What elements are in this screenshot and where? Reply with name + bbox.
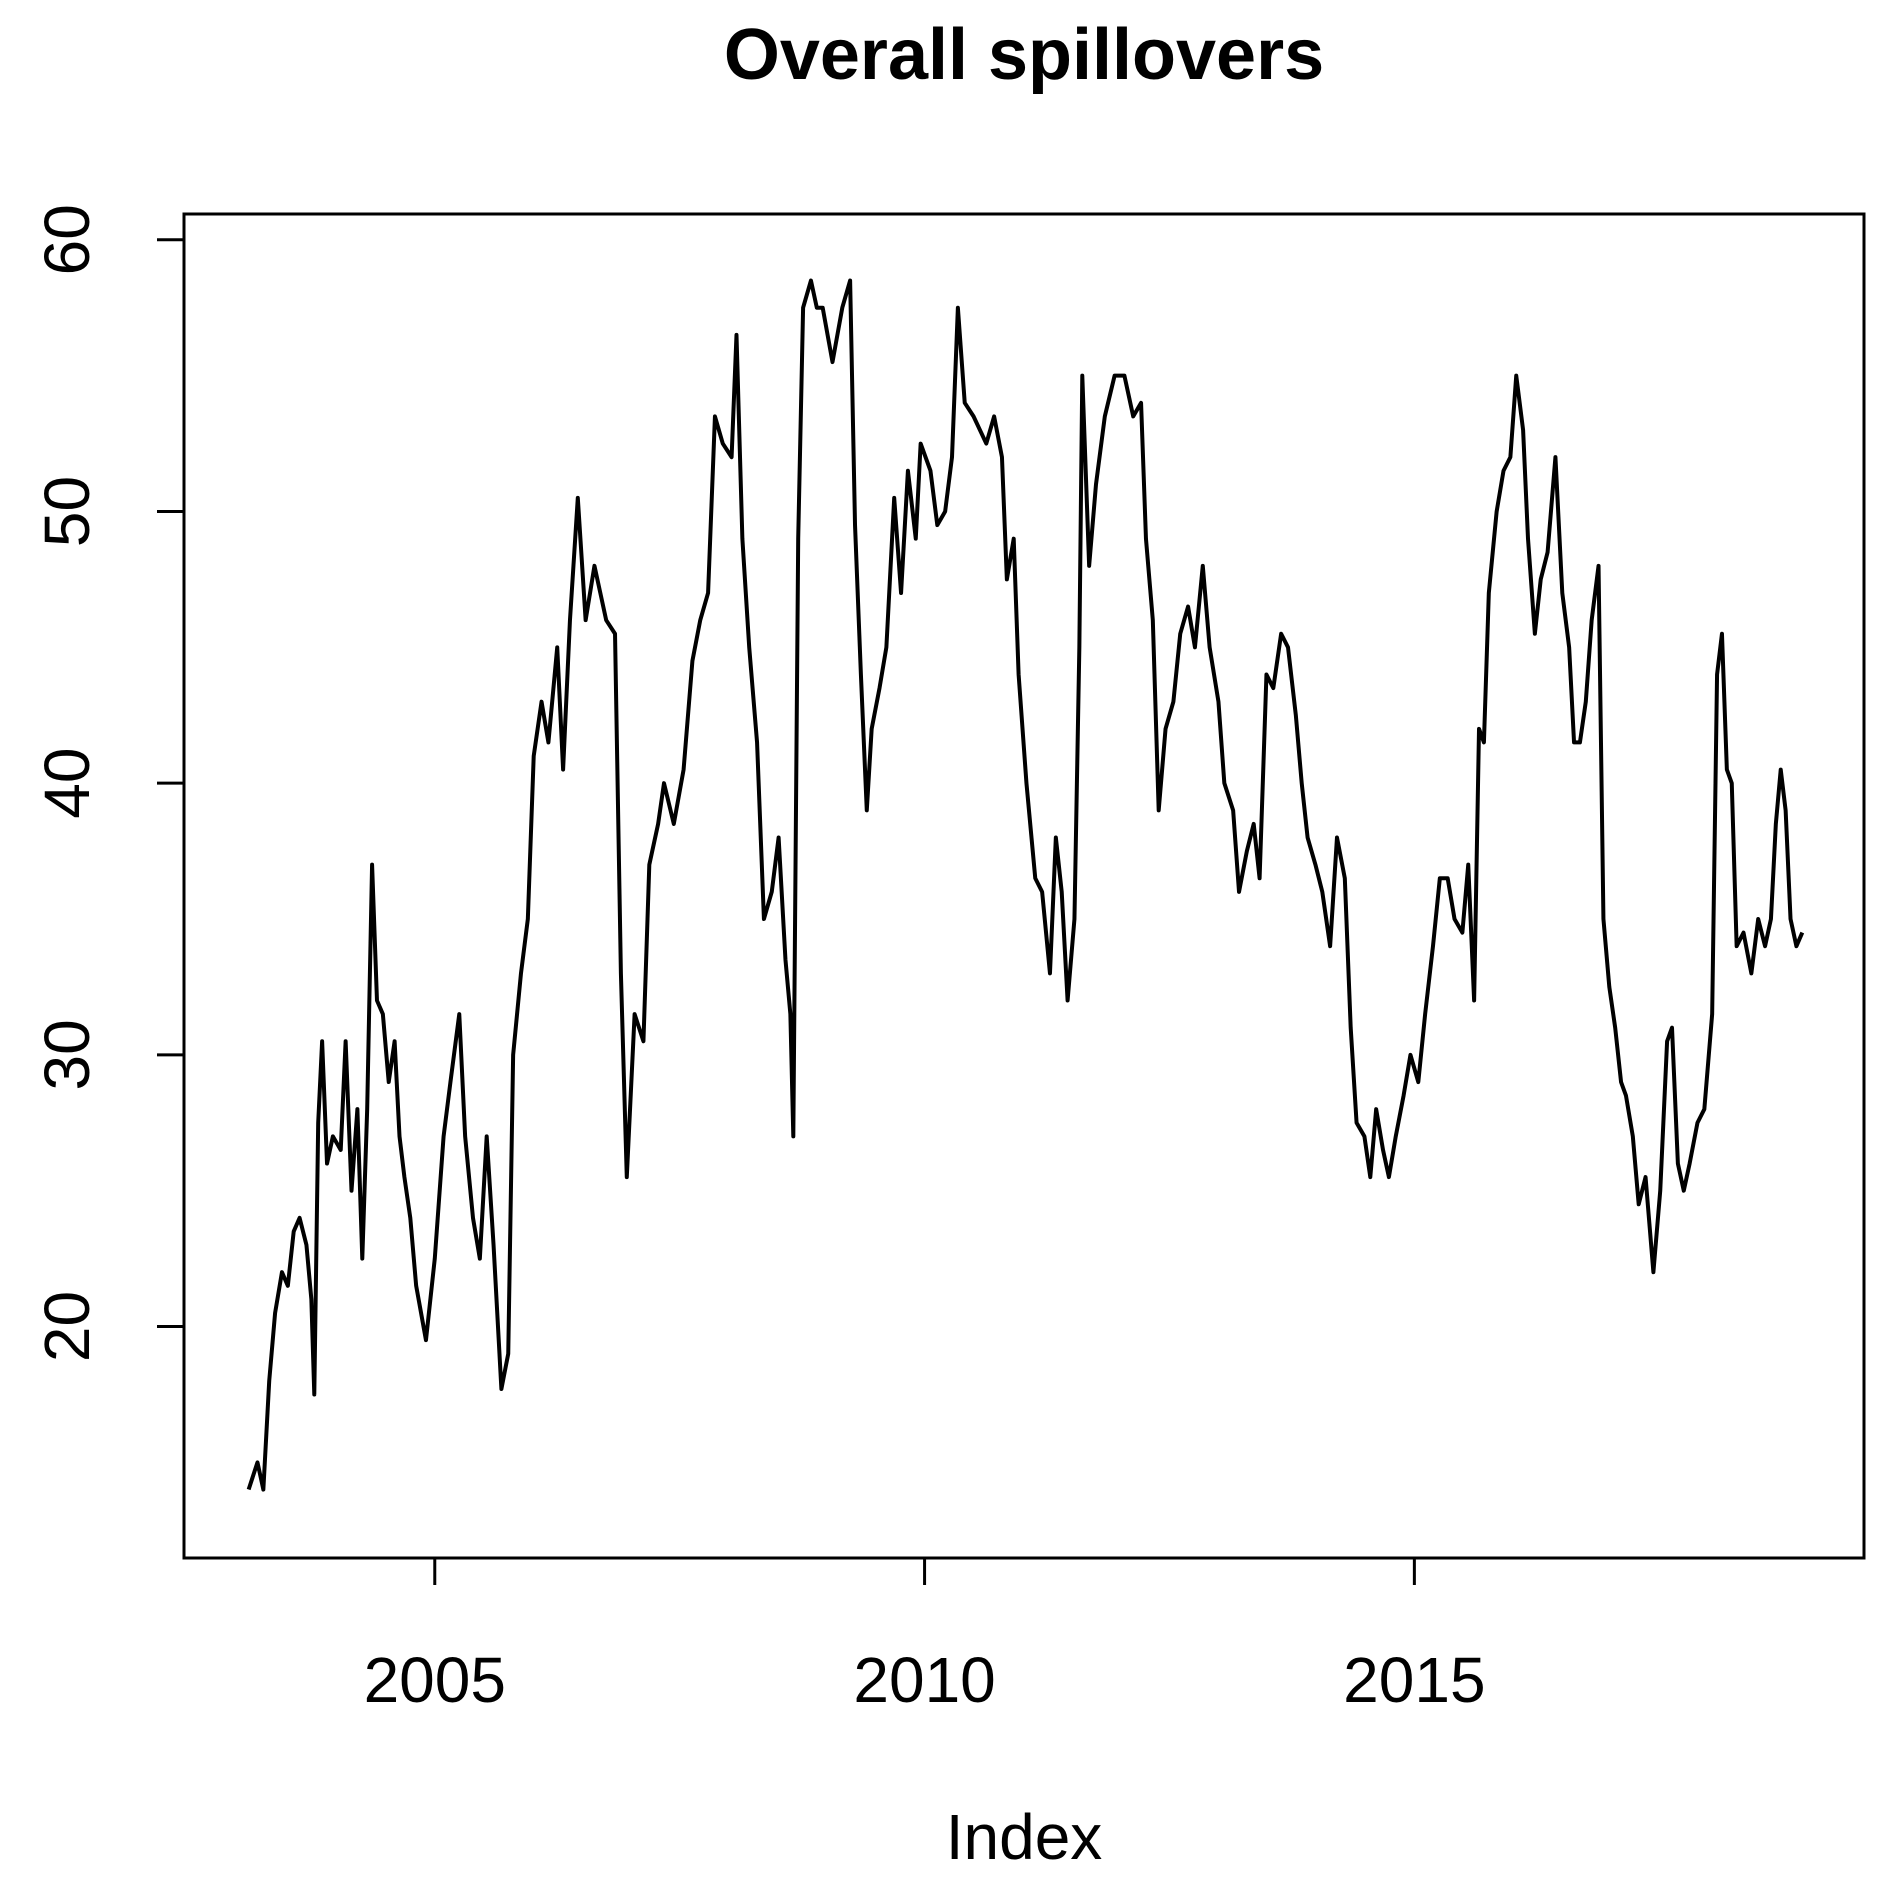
x-axis-title: Index [946,1801,1103,1873]
y-tick-label: 40 [31,748,103,819]
data-line [246,278,1805,1492]
y-tick-label: 50 [31,476,103,547]
y-tick-label: 60 [31,204,103,275]
x-tick-label: 2010 [853,1644,995,1716]
x-tick-label: 2015 [1343,1644,1485,1716]
chart-title: Overall spillovers [724,15,1324,95]
plot-frame [182,212,1866,1560]
x-tick-label: 2005 [364,1644,506,1716]
y-tick-label: 20 [31,1291,103,1362]
y-tick-label: 30 [31,1019,103,1090]
